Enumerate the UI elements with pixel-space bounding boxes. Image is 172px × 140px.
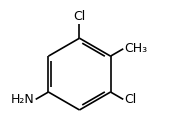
Text: H₂N: H₂N [11,93,35,106]
Text: Cl: Cl [124,93,136,106]
Text: Cl: Cl [73,10,86,23]
Text: CH₃: CH₃ [124,42,147,55]
